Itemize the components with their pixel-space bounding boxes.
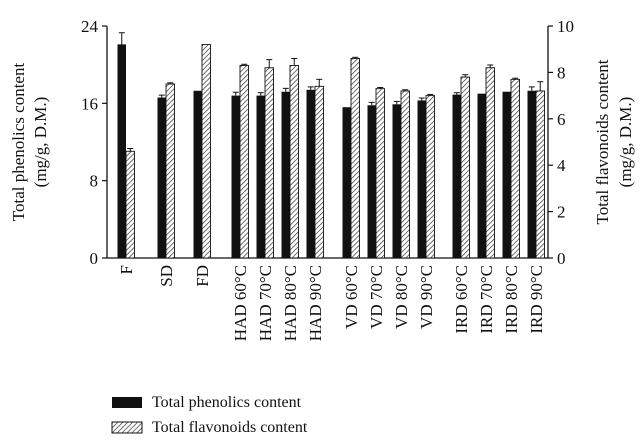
left-tick-label: 16	[81, 94, 98, 113]
bar-phenolics	[231, 95, 240, 258]
left-axis-ticks: 0 8 16 24	[81, 17, 107, 268]
bars	[117, 32, 545, 259]
x-tick-label: FD	[193, 265, 212, 287]
right-tick-label: 6	[557, 110, 566, 129]
legend-label-flavonoids: Total flavonoids content	[152, 419, 308, 436]
left-axis-title-line1: Total phenolics content	[9, 63, 28, 222]
bar-flavonoids	[375, 88, 385, 259]
bar-flavonoids	[485, 67, 495, 259]
x-tick-label: VD 70°C	[367, 265, 386, 329]
bar-phenolics	[117, 44, 126, 258]
bar-phenolics	[502, 91, 511, 258]
bar-flavonoids	[425, 95, 435, 259]
right-tick-label: 2	[557, 203, 566, 222]
bar-flavonoids	[460, 76, 470, 259]
legend: Total phenolics content Total flavonoids…	[111, 394, 308, 436]
right-tick-label: 0	[557, 249, 566, 268]
x-tick-label: HAD 80°C	[281, 265, 300, 341]
bar-phenolics	[193, 90, 202, 259]
bar-phenolics	[342, 107, 351, 258]
x-tick-label: VD 60°C	[342, 265, 361, 329]
bar-phenolics	[306, 89, 315, 258]
x-tick-label: VD 90°C	[417, 265, 436, 329]
x-tick-label: HAD 60°C	[231, 265, 250, 341]
left-tick-label: 8	[90, 172, 99, 191]
bar-phenolics	[256, 95, 265, 258]
left-axis-title-line2: (mg/g, D.M.)	[31, 97, 50, 188]
x-tick-label: HAD 90°C	[306, 265, 325, 341]
bar-phenolics	[477, 93, 486, 259]
x-tick-label: IRD 80°C	[502, 265, 521, 334]
bar-flavonoids	[400, 90, 410, 259]
legend-swatch-phenolics	[112, 397, 142, 408]
right-axis-title-line2: (mg/g, D.M.)	[616, 97, 635, 188]
bar-flavonoids	[535, 90, 545, 259]
bar-flavonoids	[264, 67, 274, 259]
bar-phenolics	[527, 90, 536, 259]
bar-flavonoids	[350, 58, 360, 259]
left-tick-label: 0	[90, 249, 99, 268]
bar-flavonoids	[201, 44, 211, 259]
x-tick-label: IRD 90°C	[527, 265, 546, 334]
left-tick-label: 24	[81, 17, 99, 36]
bar-phenolics	[281, 91, 290, 258]
bar-flavonoids	[289, 64, 299, 259]
x-tick-label: HAD 70°C	[256, 265, 275, 341]
x-tick-label: F	[117, 265, 136, 274]
x-tick-label: SD	[157, 265, 176, 287]
x-tick-label: IRD 70°C	[477, 265, 496, 334]
bar-flavonoids	[125, 150, 135, 259]
x-tick-label: IRD 60°C	[452, 265, 471, 334]
x-tick-label: VD 80°C	[392, 265, 411, 329]
legend-label-phenolics: Total phenolics content	[152, 394, 302, 411]
bar-flavonoids	[314, 85, 324, 259]
bar-flavonoids	[165, 83, 175, 259]
right-tick-label: 4	[557, 156, 566, 175]
bar-phenolics	[367, 105, 376, 259]
right-tick-label: 10	[557, 17, 574, 36]
bar-flavonoids	[239, 64, 249, 259]
right-axis-title-line1: Total flavonoids content	[593, 59, 612, 224]
right-axis-ticks: 0 2 4 6 8 10	[548, 17, 574, 268]
legend-swatch-flavonoids	[111, 421, 143, 434]
x-axis-tick-labels: F SD FD HAD 60°C HAD 70°C HAD 80°C HAD 90°C VD …	[117, 265, 546, 341]
bar-phenolics	[452, 94, 461, 258]
bar-phenolics	[157, 97, 166, 259]
right-tick-label: 8	[557, 63, 566, 82]
bar-flavonoids	[510, 78, 520, 259]
bar-phenolics	[417, 100, 426, 258]
bar-phenolics	[392, 104, 401, 258]
